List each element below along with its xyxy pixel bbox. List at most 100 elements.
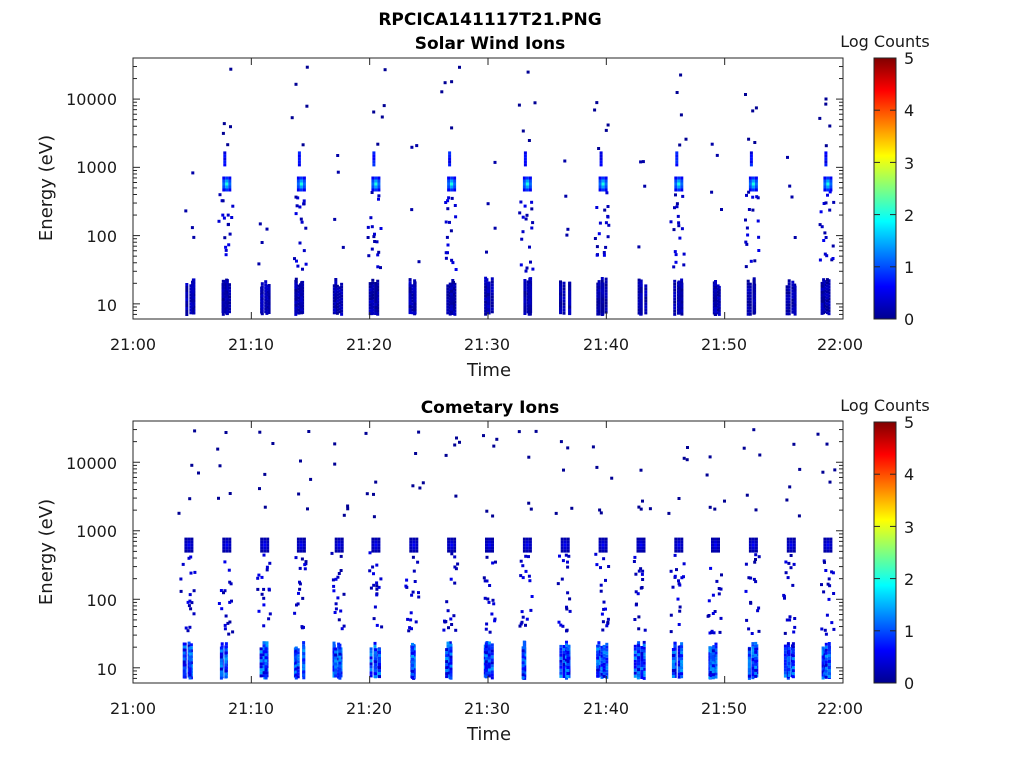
heatmap-cell [792, 546, 796, 550]
heatmap-cell [412, 656, 416, 660]
heatmap-cell [334, 305, 338, 308]
heatmap-cell [716, 311, 720, 315]
heatmap-cell [783, 653, 787, 657]
heatmap-cell [259, 662, 263, 666]
heatmap-cell [222, 549, 226, 553]
heatmap-cell [791, 660, 795, 664]
heatmap-cell [378, 657, 381, 661]
heatmap-cell [820, 302, 824, 306]
heatmap-cell [675, 160, 679, 164]
heatmap-cell [412, 543, 416, 547]
heatmap-cell [598, 179, 602, 183]
heatmap-cell [522, 188, 526, 192]
heatmap-cell [520, 620, 524, 624]
heatmap-cell [826, 185, 830, 189]
heatmap-cell [227, 632, 231, 636]
heatmap-cell [217, 496, 220, 500]
heatmap-cell [754, 665, 758, 669]
heatmap-cell [302, 641, 306, 645]
heatmap-cell [827, 597, 831, 601]
heatmap-cell [821, 652, 825, 656]
heatmap-cell [374, 185, 378, 189]
heatmap-cell [413, 290, 417, 294]
heatmap-cell [823, 182, 827, 186]
heatmap-cell [640, 658, 644, 661]
heatmap-cell [484, 300, 488, 304]
heatmap-cell [447, 540, 451, 544]
heatmap-cell [748, 285, 752, 289]
heatmap-cell [346, 507, 350, 511]
heatmap-cell [488, 630, 492, 634]
heatmap-cell [371, 287, 375, 291]
heatmap-cell [266, 543, 270, 547]
heatmap-cell [528, 182, 532, 186]
heatmap-cell [371, 311, 375, 315]
heatmap-cell [824, 160, 828, 164]
heatmap-cell [674, 179, 678, 183]
heatmap-cell [256, 587, 260, 591]
heatmap-cell [376, 312, 380, 316]
heatmap-cell [601, 185, 605, 189]
heatmap-cell [751, 676, 755, 680]
heatmap-cell [453, 565, 457, 569]
heatmap-cell [637, 287, 641, 291]
heatmap-cell [593, 237, 597, 240]
heatmap-cell [342, 592, 346, 596]
heatmap-cell [223, 627, 227, 631]
heatmap-cell [568, 287, 572, 291]
heatmap-cell [716, 305, 720, 309]
heatmap-cell [596, 668, 600, 672]
heatmap-cell [445, 672, 449, 676]
heatmap-cell [492, 444, 496, 448]
heatmap-cell [221, 295, 225, 299]
heatmap-cell [374, 294, 378, 297]
heatmap-cell [559, 283, 562, 287]
heatmap-cell [680, 546, 684, 550]
heatmap-cell [827, 657, 831, 660]
heatmap-cell [599, 160, 603, 164]
heatmap-cell [490, 664, 494, 668]
heatmap-cell [528, 295, 532, 299]
heatmap-cell [189, 643, 193, 647]
heatmap-cell [412, 644, 416, 648]
heatmap-cell [826, 582, 830, 586]
heatmap-cell [599, 566, 602, 570]
heatmap-cell [570, 506, 574, 510]
heatmap-cell [266, 549, 270, 553]
heatmap-cell [639, 279, 643, 283]
heatmap-cell [300, 625, 304, 629]
heatmap-cell [751, 670, 755, 674]
heatmap-cell [304, 560, 308, 564]
heatmap-cell [484, 288, 488, 292]
heatmap-cell [566, 227, 570, 231]
heatmap-cell [559, 280, 562, 284]
heatmap-cell [711, 540, 714, 544]
heatmap-cell [522, 546, 526, 550]
heatmap-cell [223, 307, 227, 311]
heatmap-cell [793, 285, 797, 289]
heatmap-cell [530, 226, 534, 230]
heatmap-cell [450, 283, 453, 287]
heatmap-cell [263, 549, 267, 553]
heatmap-cell [567, 644, 571, 648]
heatmap-cell [716, 299, 720, 303]
heatmap-cell [188, 646, 192, 650]
heatmap-cell [755, 195, 759, 199]
heatmap-cell [747, 190, 751, 194]
heatmap-cell [338, 670, 342, 674]
heatmap-cell [827, 654, 831, 657]
heatmap-cell [371, 302, 375, 306]
y-tick-label: 1000 [76, 158, 117, 177]
heatmap-cell [747, 653, 751, 657]
heatmap-cell [376, 142, 380, 146]
heatmap-cell [340, 537, 344, 541]
heatmap-cell [714, 648, 718, 652]
heatmap-cell [748, 546, 752, 550]
heatmap-cell [603, 208, 607, 212]
heatmap-cell [677, 292, 681, 296]
heatmap-cell [338, 652, 342, 656]
heatmap-cell [453, 185, 457, 189]
heatmap-cell [787, 662, 791, 665]
heatmap-cell [711, 676, 715, 680]
heatmap-cell [754, 647, 758, 651]
